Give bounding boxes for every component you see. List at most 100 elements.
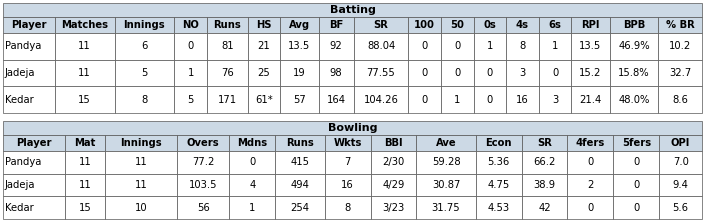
Bar <box>572 86 610 113</box>
Text: 415: 415 <box>290 157 309 167</box>
Text: 8: 8 <box>141 95 147 105</box>
Bar <box>417 174 476 196</box>
Bar <box>105 135 177 151</box>
Text: 76: 76 <box>221 68 234 78</box>
Text: 0: 0 <box>486 68 493 78</box>
Text: 11: 11 <box>135 180 147 190</box>
Text: 48.0%: 48.0% <box>618 95 650 105</box>
Bar <box>114 86 174 113</box>
Bar <box>319 86 354 113</box>
Bar <box>613 151 659 174</box>
Bar <box>476 196 522 219</box>
Text: 0: 0 <box>587 203 594 213</box>
Bar <box>572 60 610 86</box>
Text: 4.75: 4.75 <box>487 180 510 190</box>
Bar <box>229 135 276 151</box>
Bar <box>659 151 702 174</box>
Text: 8: 8 <box>520 41 526 51</box>
Bar <box>3 121 702 135</box>
Bar <box>610 17 658 33</box>
Bar <box>539 60 572 86</box>
Bar <box>66 135 105 151</box>
Bar <box>613 135 659 151</box>
Bar <box>522 151 568 174</box>
Bar <box>658 86 702 113</box>
Bar <box>174 60 207 86</box>
Bar <box>522 196 568 219</box>
Bar <box>66 174 105 196</box>
Text: 0: 0 <box>188 41 194 51</box>
Text: 11: 11 <box>135 157 147 167</box>
Bar <box>371 151 417 174</box>
Text: 15: 15 <box>78 95 91 105</box>
Text: 2/30: 2/30 <box>382 157 405 167</box>
Text: Runs: Runs <box>286 138 314 148</box>
Bar <box>3 17 55 33</box>
Text: 15: 15 <box>79 203 92 213</box>
Text: 5.36: 5.36 <box>487 157 510 167</box>
Bar <box>247 60 281 86</box>
Bar <box>613 196 659 219</box>
Bar <box>354 17 408 33</box>
Text: HS: HS <box>257 20 272 30</box>
Text: 4: 4 <box>250 180 255 190</box>
Text: 4s: 4s <box>516 20 529 30</box>
Text: 3: 3 <box>552 95 558 105</box>
Bar <box>476 174 522 196</box>
Text: 0: 0 <box>633 180 639 190</box>
Text: 0s: 0s <box>484 20 496 30</box>
Bar <box>276 151 324 174</box>
Text: 4/29: 4/29 <box>382 180 405 190</box>
Text: 61*: 61* <box>255 95 273 105</box>
Text: 56: 56 <box>197 203 209 213</box>
Bar <box>324 135 371 151</box>
Bar <box>408 86 441 113</box>
Bar <box>658 60 702 86</box>
Text: 0: 0 <box>486 95 493 105</box>
Text: Mdns: Mdns <box>238 138 267 148</box>
Text: 1: 1 <box>250 203 256 213</box>
Bar <box>474 60 506 86</box>
Text: 254: 254 <box>290 203 309 213</box>
Text: 32.7: 32.7 <box>669 68 692 78</box>
Text: Ave: Ave <box>436 138 456 148</box>
Bar <box>417 135 476 151</box>
Bar <box>658 17 702 33</box>
Bar <box>3 196 66 219</box>
Text: 7: 7 <box>344 157 351 167</box>
Bar <box>247 86 281 113</box>
Text: 77.2: 77.2 <box>192 157 214 167</box>
Bar <box>354 33 408 60</box>
Text: Innings: Innings <box>120 138 161 148</box>
Text: 10: 10 <box>135 203 147 213</box>
Text: BF: BF <box>329 20 343 30</box>
Text: 13.5: 13.5 <box>288 41 311 51</box>
Text: 19: 19 <box>293 68 306 78</box>
Text: 164: 164 <box>326 95 345 105</box>
Bar <box>506 86 539 113</box>
Bar <box>610 86 658 113</box>
Text: 0: 0 <box>454 41 460 51</box>
Bar <box>66 196 105 219</box>
Bar <box>371 174 417 196</box>
Bar <box>319 33 354 60</box>
Bar <box>522 174 568 196</box>
Text: 46.9%: 46.9% <box>618 41 650 51</box>
Text: 0: 0 <box>422 95 428 105</box>
Bar <box>3 151 66 174</box>
Bar <box>506 60 539 86</box>
Bar <box>55 86 114 113</box>
Text: Player: Player <box>16 138 52 148</box>
Bar <box>247 33 281 60</box>
Text: Pandya: Pandya <box>5 41 42 51</box>
Bar <box>229 196 276 219</box>
Text: Player: Player <box>11 20 47 30</box>
Text: 11: 11 <box>78 41 91 51</box>
Bar <box>371 135 417 151</box>
Bar <box>3 135 66 151</box>
Bar <box>174 86 207 113</box>
Bar <box>3 86 55 113</box>
Bar <box>474 33 506 60</box>
Text: 11: 11 <box>78 68 91 78</box>
Bar <box>247 17 281 33</box>
